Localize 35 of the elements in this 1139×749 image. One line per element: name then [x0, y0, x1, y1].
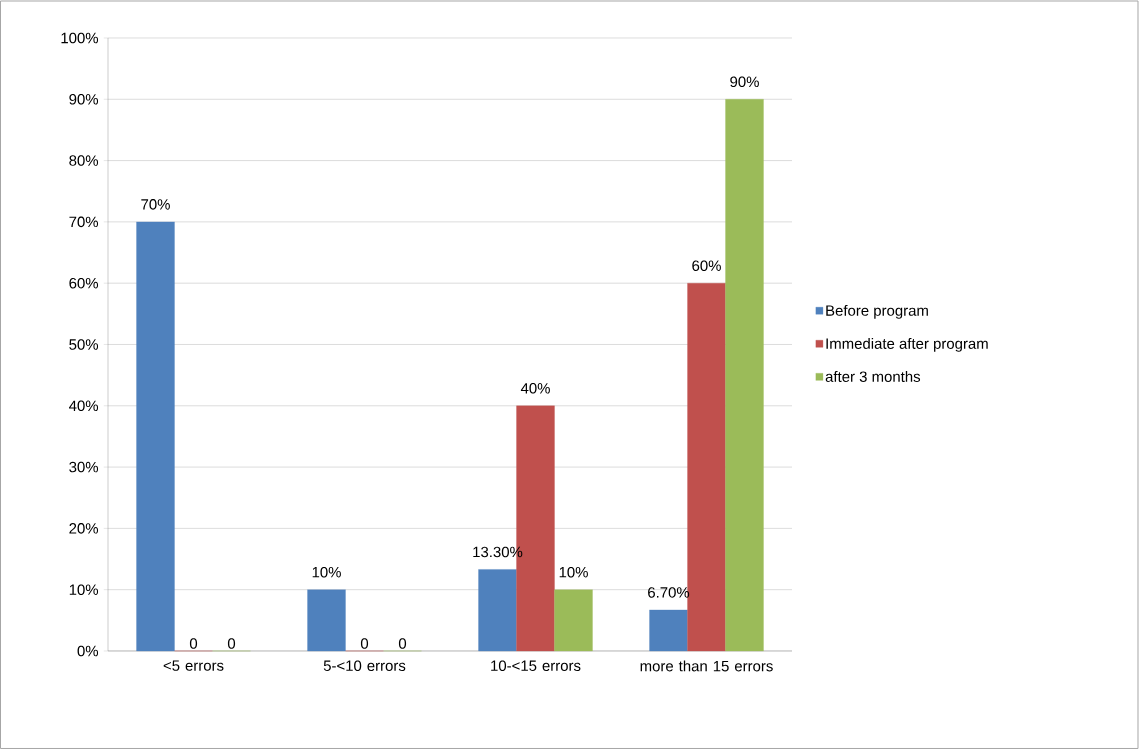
- y-tick-label: 70%: [69, 216, 99, 228]
- bar: [554, 589, 593, 652]
- bar: [725, 99, 764, 652]
- x-tick-label: 10-<15 errors: [491, 660, 581, 671]
- bar: [687, 283, 726, 652]
- bar: [478, 569, 517, 652]
- y-tick-label: 60%: [69, 277, 99, 289]
- data-label: 40%: [520, 383, 550, 394]
- legend-label: after 3 months: [825, 371, 921, 382]
- y-tick-label: 40%: [69, 400, 99, 412]
- y-tick-label: 90%: [69, 93, 99, 105]
- data-label: 60%: [692, 260, 721, 271]
- x-tick-label: more than 15 errors: [640, 660, 773, 672]
- bar: [649, 609, 688, 652]
- bar: [307, 589, 346, 652]
- data-label: 10%: [312, 566, 341, 578]
- y-tick-label: 50%: [69, 339, 99, 350]
- data-label: 10%: [559, 566, 588, 578]
- data-label: 90%: [730, 76, 759, 88]
- data-label: 0: [189, 638, 198, 649]
- data-label: 70%: [141, 199, 170, 210]
- data-label: 0: [360, 638, 369, 649]
- y-tick-label: 30%: [69, 461, 99, 473]
- data-label: 0: [398, 638, 407, 649]
- y-tick-label: 20%: [69, 523, 99, 534]
- y-tick-label: 10%: [69, 584, 99, 595]
- bar: [136, 221, 175, 652]
- y-tick-label: 80%: [69, 155, 99, 166]
- x-tick-label: <5 errors: [163, 660, 224, 671]
- y-tick-label: 100%: [61, 32, 99, 44]
- legend-label: Immediate after program: [826, 337, 988, 352]
- x-tick-label: 5-<10 errors: [323, 660, 406, 671]
- y-tick-label: 0%: [77, 645, 99, 657]
- data-label: 0: [227, 638, 236, 649]
- legend-label: Before program: [826, 304, 928, 319]
